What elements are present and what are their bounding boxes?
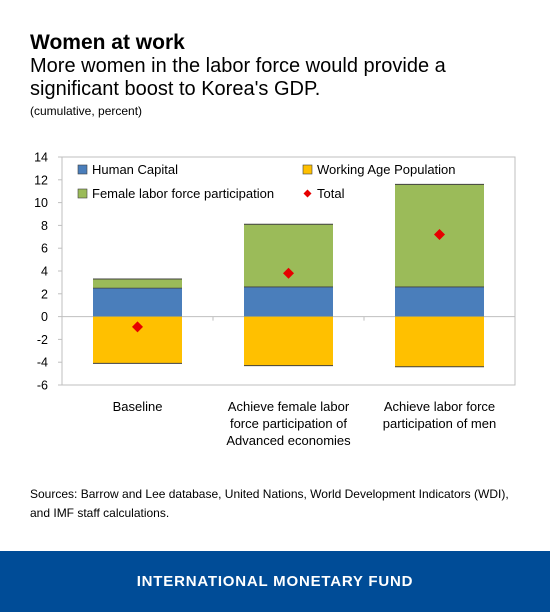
chart-subtitle: More women in the labor force would prov… [30, 55, 446, 100]
bar-working-age-population [244, 316, 333, 366]
y-tick-label: 10 [34, 196, 48, 210]
x-category-label-line: participation of men [382, 416, 497, 431]
legend-human-capital-swatch [77, 164, 88, 175]
y-tick-label: 14 [34, 151, 48, 165]
x-category-label-line: Advanced economies [226, 433, 351, 448]
y-tick-label: -4 [37, 356, 48, 370]
bar-human-capital [244, 286, 333, 317]
y-tick-label: 0 [41, 310, 48, 324]
legend-human-capital-label: Human Capital [92, 162, 178, 177]
footer-brand: INTERNATIONAL MONETARY FUND [136, 573, 414, 590]
x-category-label: Achieve labor force participation of men [365, 398, 515, 432]
legend-female-lfp-label: Female labor force participation [92, 186, 274, 201]
x-category-label-line: Achieve female labor [227, 399, 350, 414]
y-tick-label: 4 [41, 265, 48, 279]
total-marker [283, 267, 294, 279]
legend-working-age-population-swatch [302, 164, 313, 175]
x-category-label-line: Achieve labor force [383, 399, 496, 414]
y-tick-label: 6 [41, 242, 48, 256]
legend-working-age-population-label: Working Age Population [317, 162, 456, 177]
x-category-label: Baseline [63, 398, 213, 415]
x-category-label-line: force participation of [229, 416, 348, 431]
bar-human-capital [93, 288, 182, 317]
chart-title: Women at work [30, 31, 185, 54]
y-tick-label: 2 [41, 287, 48, 301]
units-note: (cumulative, percent) [30, 104, 143, 118]
total-marker [132, 321, 143, 333]
source-note: Sources: Barrow and Lee database, United… [30, 487, 509, 520]
total-marker [434, 229, 445, 241]
y-tick-label: 12 [34, 173, 48, 187]
bar-human-capital [395, 286, 484, 317]
bar-female-lfp [93, 278, 182, 289]
y-tick-label: 8 [41, 219, 48, 233]
legend-total-label: Total [317, 186, 345, 201]
y-tick-label: -6 [37, 379, 48, 393]
bar-working-age-population [395, 316, 484, 367]
legend-total-swatch [303, 189, 312, 198]
y-tick-label: -2 [37, 333, 48, 347]
stacked-bar-chart: 14 12 10 8 6 4 2 0 -2 -4 -6 Human Capital Working Ag… [34, 151, 516, 393]
x-category-label: Achieve female labor force participation … [214, 398, 364, 449]
x-category-label-line: Baseline [112, 399, 163, 414]
footer-banner: INTERNATIONAL MONETARY FUND [0, 551, 550, 612]
legend-female-lfp-swatch [77, 188, 88, 199]
